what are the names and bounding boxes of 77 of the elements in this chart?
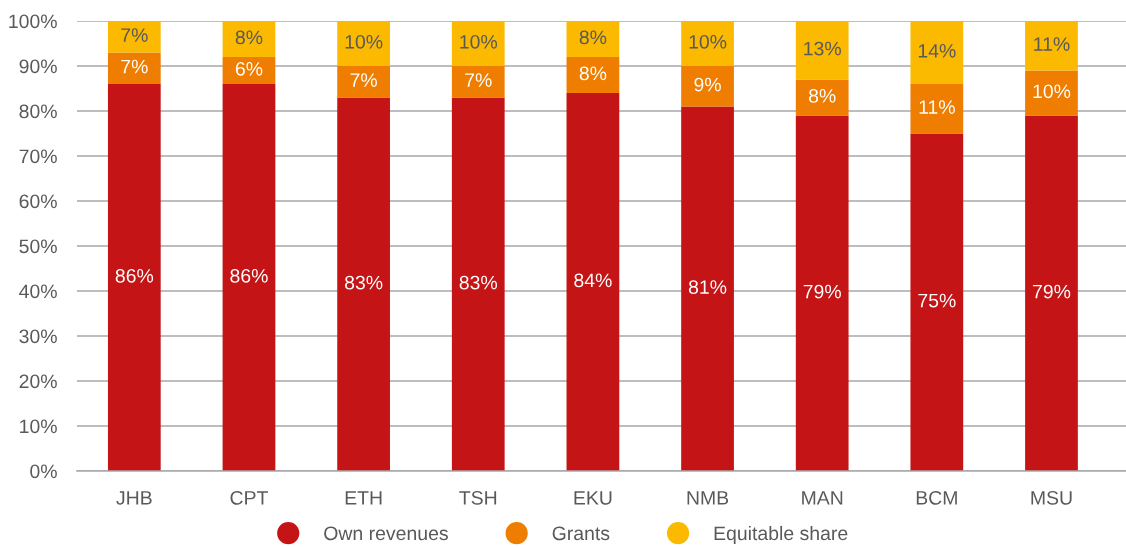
legend-label: Grants: [552, 526, 610, 541]
y-tick-label: 90%: [19, 59, 57, 74]
bar: [451, 66, 505, 98]
data-label: 84%: [574, 273, 612, 288]
data-label: 75%: [918, 293, 956, 308]
bar: [222, 21, 276, 57]
data-label: 13%: [804, 41, 841, 56]
bar: [337, 66, 390, 98]
x-tick-label: EKU: [574, 491, 612, 505]
bar: [910, 21, 964, 84]
data-label: 10%: [1033, 84, 1071, 99]
bar: [107, 21, 161, 53]
legend-label: Equitable share: [714, 525, 848, 545]
data-label: 14%: [918, 44, 956, 58]
x-tick-label: CPT: [230, 490, 268, 505]
bar: [795, 79, 849, 116]
data-label: 10%: [460, 34, 498, 49]
x-tick-label: TSH: [459, 490, 497, 505]
data-label: 8%: [579, 66, 607, 81]
data-label: 6%: [235, 61, 263, 76]
data-label: 7%: [465, 73, 492, 87]
data-label: 79%: [1033, 284, 1071, 299]
bar: [222, 57, 276, 84]
y-tick-label: 60%: [19, 194, 57, 209]
y-tick-label: 100%: [9, 14, 57, 29]
bar: [910, 84, 964, 134]
bar: [1025, 21, 1078, 71]
data-label: 81%: [688, 280, 727, 294]
bar: [107, 52, 161, 84]
bar: [1025, 115, 1078, 471]
bar: [222, 84, 276, 471]
bar: [107, 84, 161, 471]
bar: [681, 66, 734, 107]
x-tick-label: ETH: [345, 491, 382, 505]
data-label: 9%: [694, 77, 721, 92]
bar: [1025, 70, 1078, 116]
x-tick-label: NMB: [687, 491, 729, 505]
bar: [681, 21, 734, 66]
data-label: 10%: [345, 34, 383, 49]
data-label: 83%: [345, 275, 383, 290]
bar: [566, 93, 620, 471]
bar: [451, 21, 505, 66]
y-tick-label: 0%: [30, 464, 57, 479]
x-tick-label: MSU: [1031, 490, 1072, 505]
bar: [566, 57, 620, 93]
y-tick-label: 40%: [19, 284, 57, 299]
y-tick-label: 20%: [19, 374, 57, 389]
data-label: 79%: [803, 284, 841, 299]
data-label: 8%: [579, 30, 607, 45]
data-label: 11%: [1034, 37, 1070, 51]
data-label: 7%: [121, 59, 148, 74]
y-tick-label: 80%: [19, 104, 57, 119]
bar: [795, 21, 849, 80]
bar: [910, 133, 964, 471]
bar: [451, 97, 505, 471]
data-label: 10%: [689, 34, 727, 49]
legend-label: Own revenues: [324, 526, 448, 541]
data-label: 11%: [919, 100, 955, 114]
data-label: 83%: [459, 275, 498, 290]
bar: [566, 21, 620, 57]
bar: [337, 97, 390, 471]
data-label: 8%: [808, 88, 836, 103]
y-tick-label: 50%: [19, 239, 57, 254]
x-tick-label: BCM: [916, 490, 957, 505]
y-tick-label: 10%: [20, 419, 57, 434]
x-tick-label: MAN: [802, 491, 843, 505]
data-label: 8%: [235, 30, 263, 45]
y-tick-label: 30%: [19, 329, 57, 344]
y-tick-label: 70%: [19, 149, 57, 164]
bar: [795, 115, 849, 471]
data-label: 86%: [115, 268, 154, 283]
data-label: 86%: [230, 268, 268, 283]
data-label: 7%: [350, 73, 377, 87]
data-label: 7%: [121, 28, 148, 42]
x-tick-label: JHB: [116, 491, 152, 505]
bar: [681, 106, 734, 471]
bar: [337, 21, 390, 66]
